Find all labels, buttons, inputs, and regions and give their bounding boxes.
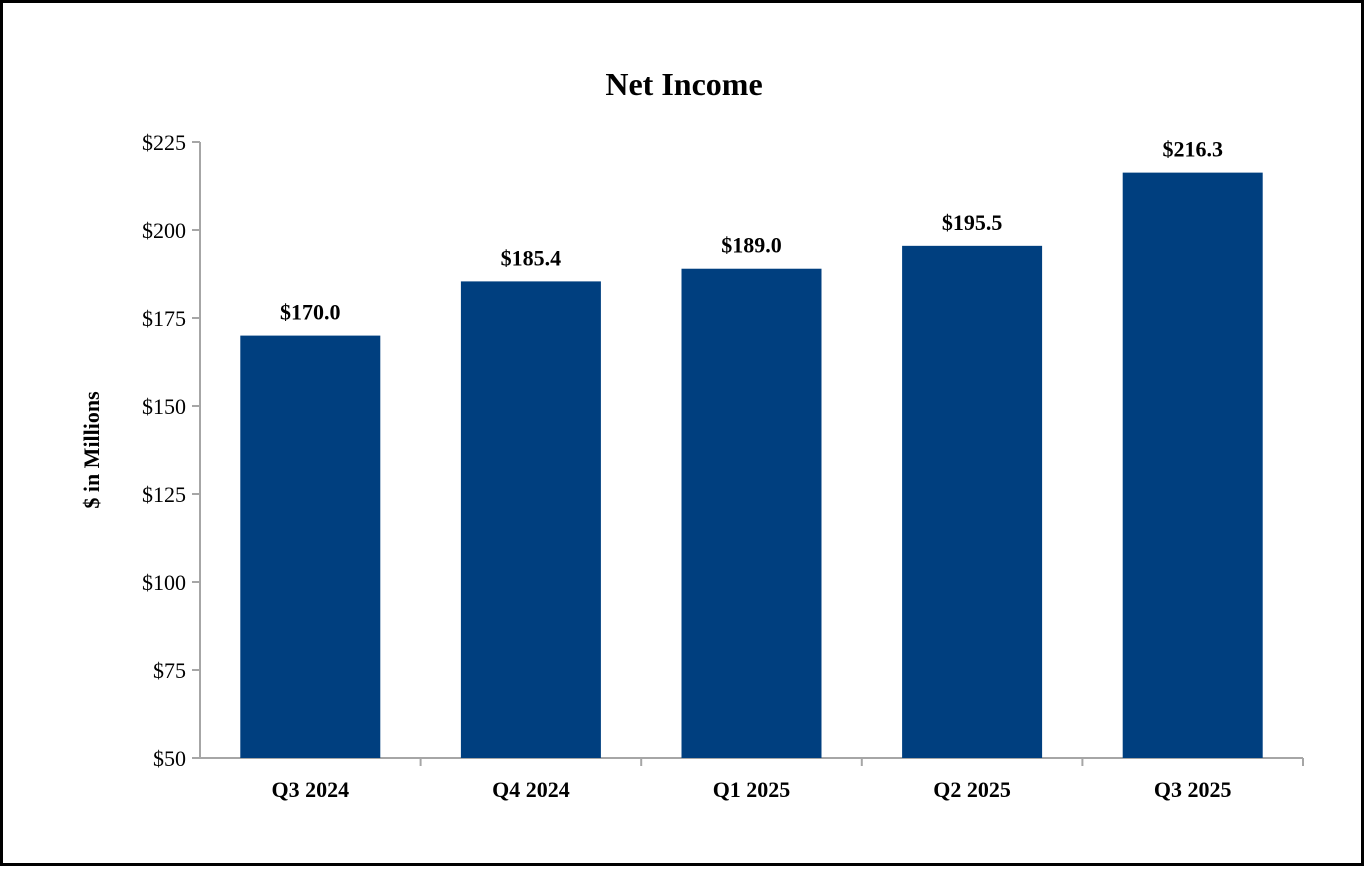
y-tick-label: $150 — [142, 394, 186, 419]
x-tick-label: Q2 2025 — [933, 777, 1011, 802]
y-tick-label: $50 — [153, 746, 186, 771]
y-tick-label: $125 — [142, 482, 186, 507]
y-axis-label: $ in Millions — [79, 391, 104, 509]
bar-q4-2024 — [460, 281, 601, 758]
y-tick-label: $100 — [142, 570, 186, 595]
bar-q3-2025 — [1122, 172, 1263, 758]
x-tick-label: Q4 2024 — [492, 777, 570, 802]
plot-area: $50 $75 $100 $125 $150 $175 $200 $225 $170.0 Q3 2… — [142, 130, 1304, 802]
data-label: $216.3 — [1162, 137, 1223, 162]
bar-q3-2024 — [240, 335, 381, 758]
y-tick-label: $175 — [142, 306, 186, 331]
chart-title: Net Income — [605, 66, 762, 102]
y-tick-label: $225 — [142, 130, 186, 155]
y-tick-label: $200 — [142, 218, 186, 243]
data-label: $170.0 — [280, 300, 341, 325]
data-label: $189.0 — [721, 233, 782, 258]
net-income-chart: Net Income $ in Millions $50$75$100$125$… — [79, 66, 1304, 802]
data-label: $195.5 — [942, 210, 1003, 235]
bar-q1-2025 — [681, 268, 822, 758]
data-label: $185.4 — [501, 245, 562, 270]
x-tick-label: Q3 2024 — [271, 777, 349, 802]
x-tick-label: Q3 2025 — [1154, 777, 1232, 802]
y-tick-label: $75 — [153, 658, 186, 683]
bar-q2-2025 — [902, 245, 1043, 759]
x-tick-label: Q1 2025 — [713, 777, 791, 802]
